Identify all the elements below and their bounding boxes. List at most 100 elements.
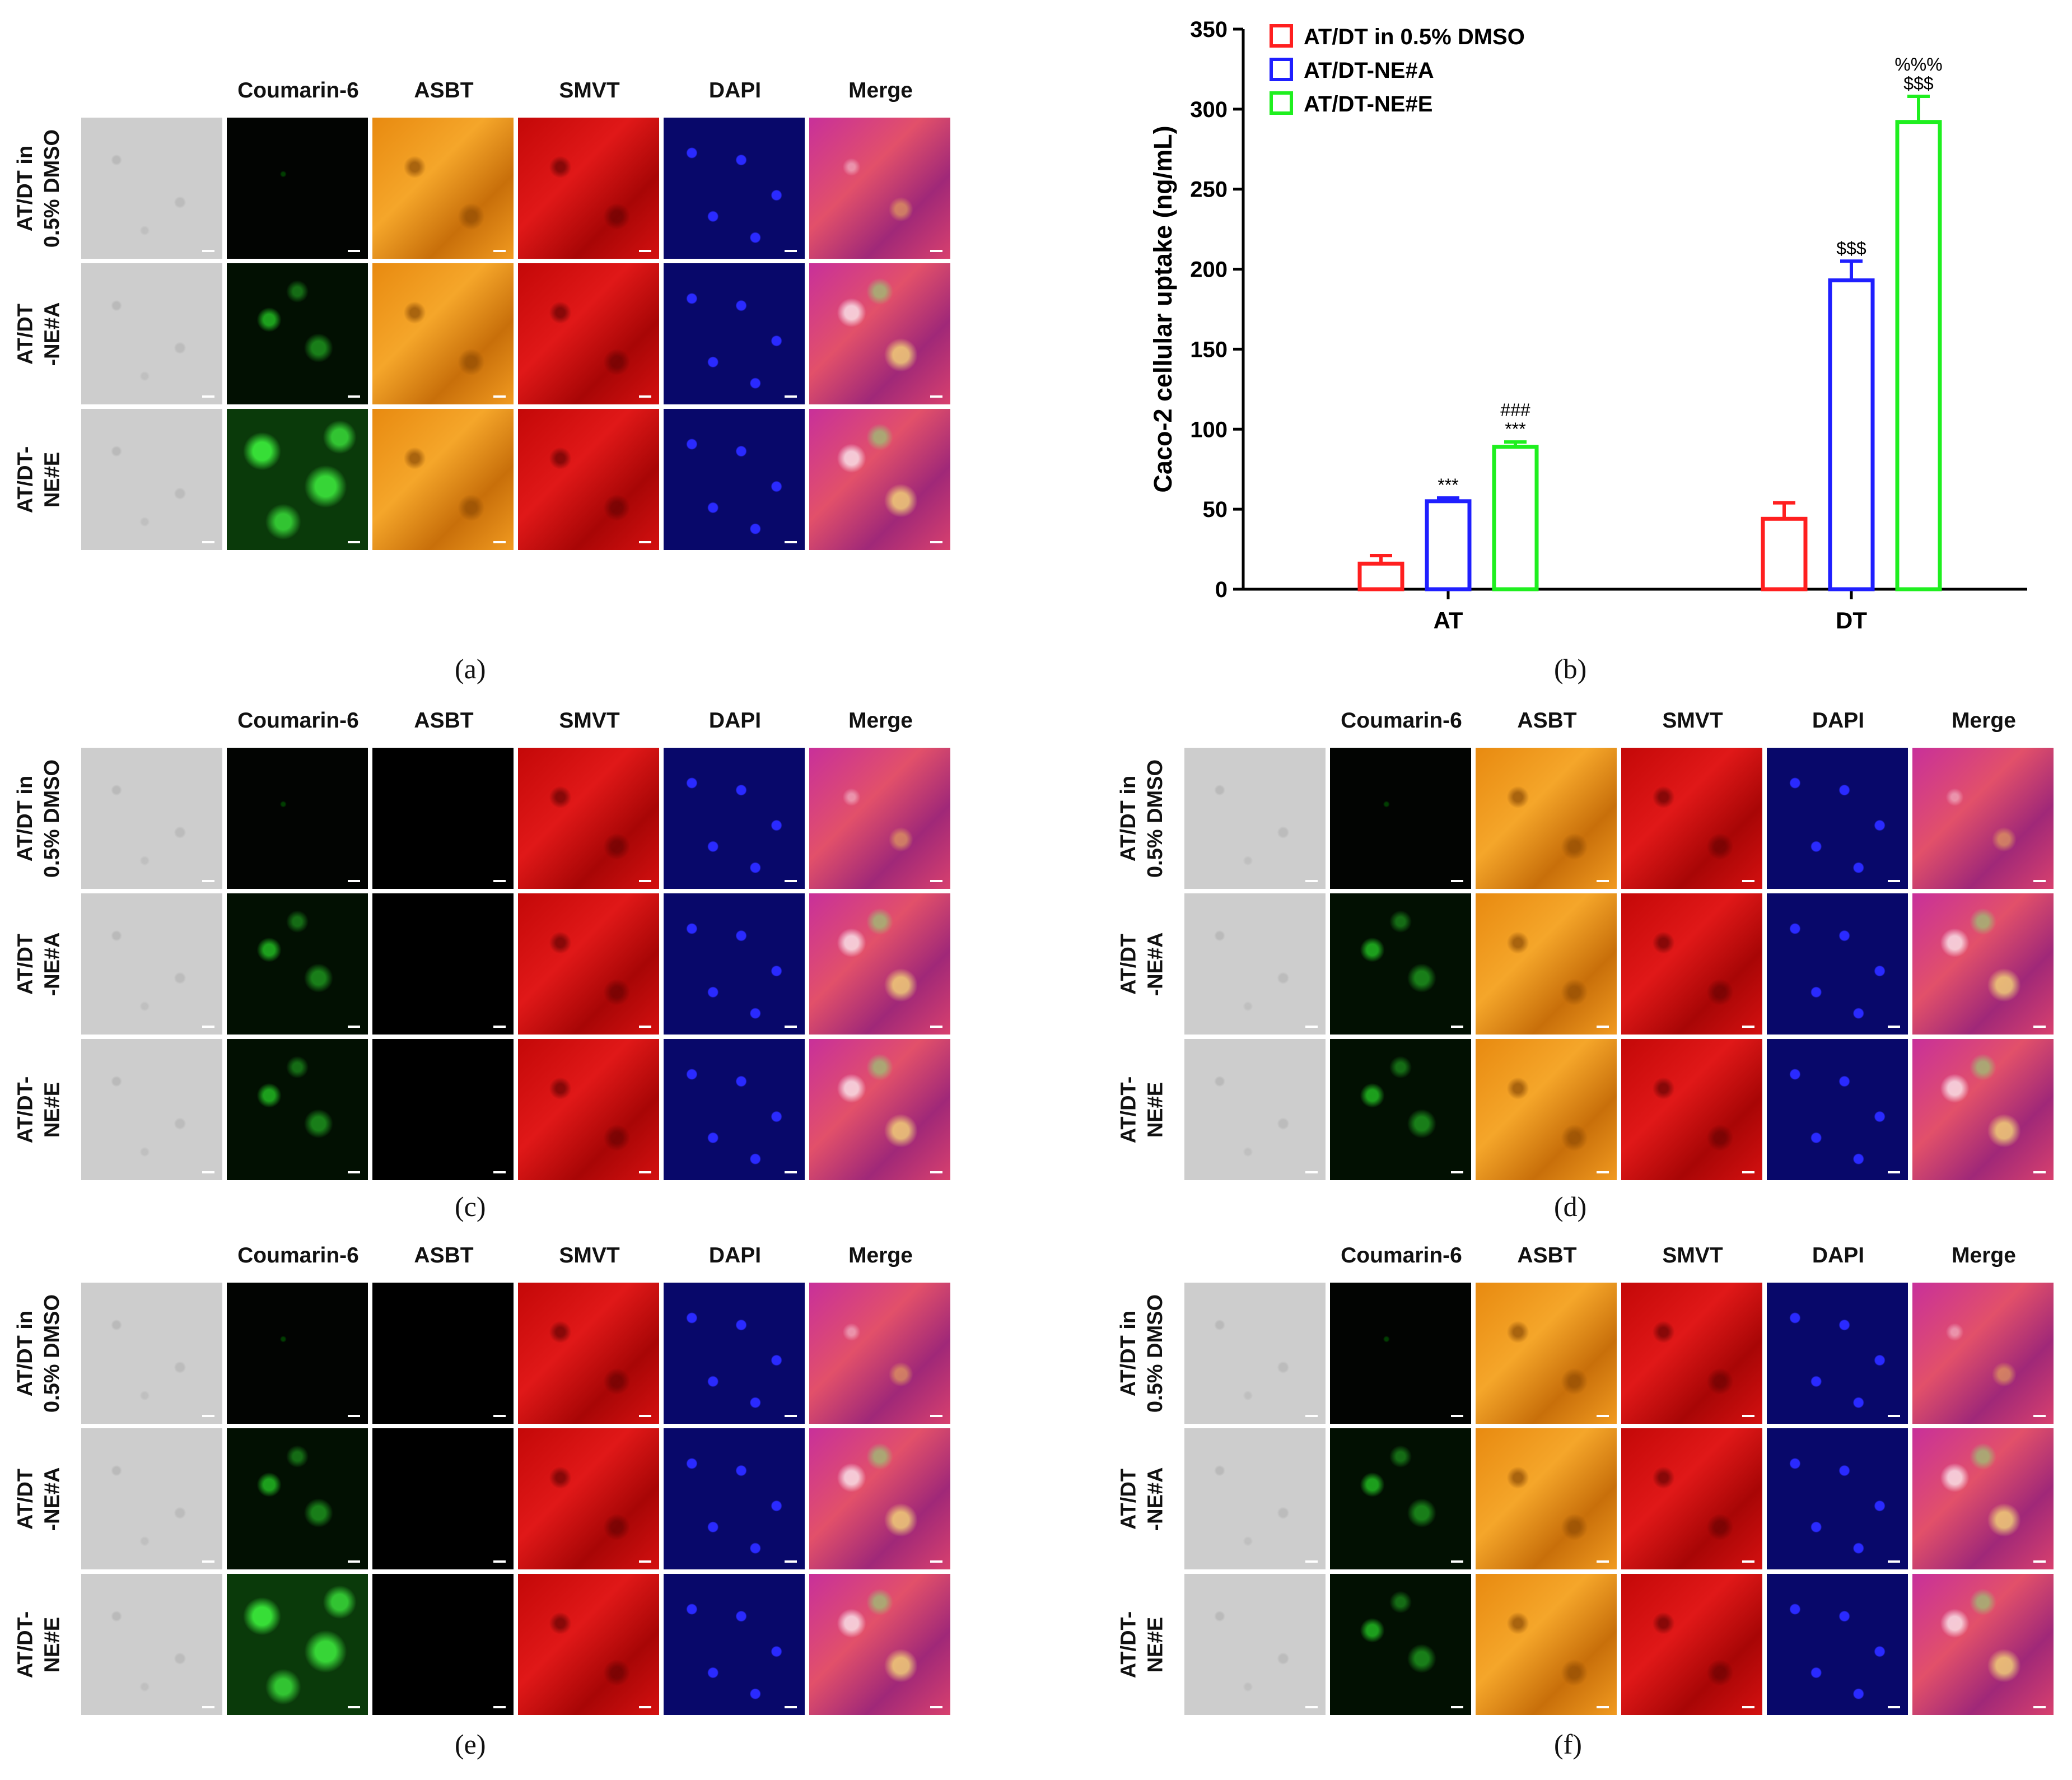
row-label-ne-a: AT/DT -NE#A xyxy=(13,931,64,996)
bar-at-series-0 xyxy=(1357,561,1404,591)
row-label-ne-a: AT/DT -NE#A xyxy=(1117,931,1168,996)
column-header-asbt: ASBT xyxy=(1517,709,1577,733)
row-label-dmso: AT/DT in 0.5% DMSO xyxy=(13,759,64,878)
micrograph-ne-e-coumarin-6 xyxy=(1330,1039,1471,1180)
micrograph-ne-e-merge xyxy=(1912,1039,2054,1180)
micrograph-ne-a-coumarin-6 xyxy=(227,263,368,404)
row-label-dmso: AT/DT in 0.5% DMSO xyxy=(13,129,64,248)
micrograph-dmso-brightfield xyxy=(81,1283,222,1424)
micrograph-ne-e-asbt xyxy=(372,1039,514,1180)
caption-c: (c) xyxy=(455,1191,486,1222)
row-label-ne-a: AT/DT -NE#A xyxy=(1117,1466,1168,1531)
micrograph-dmso-dapi xyxy=(664,1283,805,1424)
column-header-dapi: DAPI xyxy=(708,78,762,102)
column-header-merge: Merge xyxy=(1952,709,2016,733)
micrograph-ne-a-smvt xyxy=(1621,1428,1762,1569)
caption-d: (d) xyxy=(1554,1191,1587,1222)
micrograph-ne-e-coumarin-6 xyxy=(227,409,368,550)
bar-at-series-1 xyxy=(1425,499,1472,591)
column-header-smvt: SMVT xyxy=(1662,1243,1723,1268)
legend-label-1: AT/DT-NE#A xyxy=(1304,58,1434,83)
micrograph-ne-a-dapi xyxy=(1767,1428,1908,1569)
column-header-smvt: SMVT xyxy=(559,78,620,102)
micrograph-ne-a-dapi xyxy=(664,893,805,1035)
panel-d: Coumarin-6 ASBT SMVT DAPI Merge AT/DT in 0.5%… xyxy=(1103,709,2066,1190)
row-label-ne-a: AT/DT -NE#A xyxy=(13,1466,64,1531)
micrograph-ne-e-brightfield xyxy=(1184,1574,1326,1715)
micrograph-dmso-smvt xyxy=(518,748,659,889)
micrograph-ne-a-asbt xyxy=(1476,893,1617,1035)
row-label-dmso: AT/DT in 0.5% DMSO xyxy=(1117,759,1168,878)
micrograph-dmso-merge xyxy=(1912,748,2054,889)
micrograph-ne-a-merge xyxy=(1912,1428,2054,1569)
y-axis-title: Caco-2 cellular uptake (ng/mL) xyxy=(1149,125,1177,492)
micrograph-ne-e-smvt xyxy=(1621,1574,1762,1715)
micrograph-ne-e-dapi xyxy=(664,409,805,550)
y-tick-label: 350 xyxy=(1190,17,1228,42)
column-header-merge: Merge xyxy=(848,78,913,102)
micrograph-ne-e-coumarin-6 xyxy=(227,1039,368,1180)
micrograph-ne-a-coumarin-6 xyxy=(1330,1428,1471,1569)
micrograph-dmso-dapi xyxy=(664,748,805,889)
bar-at-series-2 xyxy=(1492,445,1539,591)
micrograph-dmso-asbt xyxy=(1476,1283,1617,1424)
micrograph-dmso-brightfield xyxy=(81,748,222,889)
row-label-ne-e: AT/DT- NE#E xyxy=(13,1076,64,1143)
micrograph-ne-e-smvt xyxy=(518,1039,659,1180)
panel-e: Coumarin-6 ASBT SMVT DAPI Merge AT/DT in 0.5%… xyxy=(0,1243,963,1725)
micrograph-ne-a-dapi xyxy=(1767,893,1908,1035)
legend-label-2: AT/DT-NE#E xyxy=(1304,92,1432,117)
micrograph-ne-a-asbt xyxy=(372,1428,514,1569)
micrograph-dmso-smvt xyxy=(518,1283,659,1424)
micrograph-ne-e-dapi xyxy=(1767,1574,1908,1715)
row-label-ne-e: AT/DT- NE#E xyxy=(13,446,64,513)
micrograph-ne-a-dapi xyxy=(664,263,805,404)
caption-f: (f) xyxy=(1554,1728,1582,1760)
row-label-ne-e: AT/DT- NE#E xyxy=(13,1611,64,1678)
micrograph-dmso-merge xyxy=(809,1283,950,1424)
significance-dt-series-2: $$$ xyxy=(1903,73,1934,94)
column-header-asbt: ASBT xyxy=(1517,1243,1577,1268)
y-tick-label: 150 xyxy=(1190,337,1228,362)
y-tick-label: 50 xyxy=(1203,497,1228,522)
micrograph-dmso-asbt xyxy=(1476,748,1617,889)
column-header-asbt: ASBT xyxy=(414,709,474,733)
micrograph-ne-e-coumarin-6 xyxy=(1330,1574,1471,1715)
micrograph-ne-e-merge xyxy=(1912,1574,2054,1715)
micrograph-ne-a-coumarin-6 xyxy=(227,893,368,1035)
y-tick-label: 300 xyxy=(1190,97,1228,122)
panel-f: Coumarin-6 ASBT SMVT DAPI Merge AT/DT in 0.5%… xyxy=(1103,1243,2066,1725)
micrograph-ne-a-brightfield xyxy=(81,1428,222,1569)
micrograph-ne-e-brightfield xyxy=(81,1039,222,1180)
column-header-merge: Merge xyxy=(848,1243,913,1268)
micrograph-ne-e-smvt xyxy=(1621,1039,1762,1180)
micrograph-ne-e-merge xyxy=(809,409,950,550)
significance-at-series-2: *** xyxy=(1505,419,1525,439)
column-header-coumarin-6: Coumarin-6 xyxy=(1341,709,1462,733)
column-header-merge: Merge xyxy=(848,709,913,733)
column-header-coumarin-6: Coumarin-6 xyxy=(237,1243,359,1268)
micrograph-ne-e-coumarin-6 xyxy=(227,1574,368,1715)
panel-c: Coumarin-6 ASBT SMVT DAPI Merge AT/DT in 0.5%… xyxy=(0,709,963,1190)
micrograph-ne-a-brightfield xyxy=(1184,1428,1326,1569)
micrograph-dmso-asbt xyxy=(372,1283,514,1424)
micrograph-dmso-asbt xyxy=(372,748,514,889)
micrograph-ne-a-smvt xyxy=(518,1428,659,1569)
micrograph-ne-e-dapi xyxy=(664,1574,805,1715)
micrograph-ne-a-asbt xyxy=(372,893,514,1035)
micrograph-ne-e-merge xyxy=(809,1574,950,1715)
x-tick-label-at: AT xyxy=(1434,607,1463,633)
micrograph-ne-e-asbt xyxy=(1476,1039,1617,1180)
micrograph-ne-e-brightfield xyxy=(1184,1039,1326,1180)
micrograph-ne-e-merge xyxy=(809,1039,950,1180)
row-label-ne-e: AT/DT- NE#E xyxy=(1117,1611,1167,1678)
micrograph-ne-a-brightfield xyxy=(81,263,222,404)
caption-b: (b) xyxy=(1554,653,1587,684)
micrograph-dmso-merge xyxy=(1912,1283,2054,1424)
micrograph-dmso-coumarin-6 xyxy=(1330,1283,1471,1424)
legend-label-0: AT/DT in 0.5% DMSO xyxy=(1304,25,1525,49)
column-header-dapi: DAPI xyxy=(1812,709,1865,733)
micrograph-dmso-coumarin-6 xyxy=(227,118,368,259)
column-header-dapi: DAPI xyxy=(708,709,762,733)
column-header-asbt: ASBT xyxy=(414,78,474,102)
